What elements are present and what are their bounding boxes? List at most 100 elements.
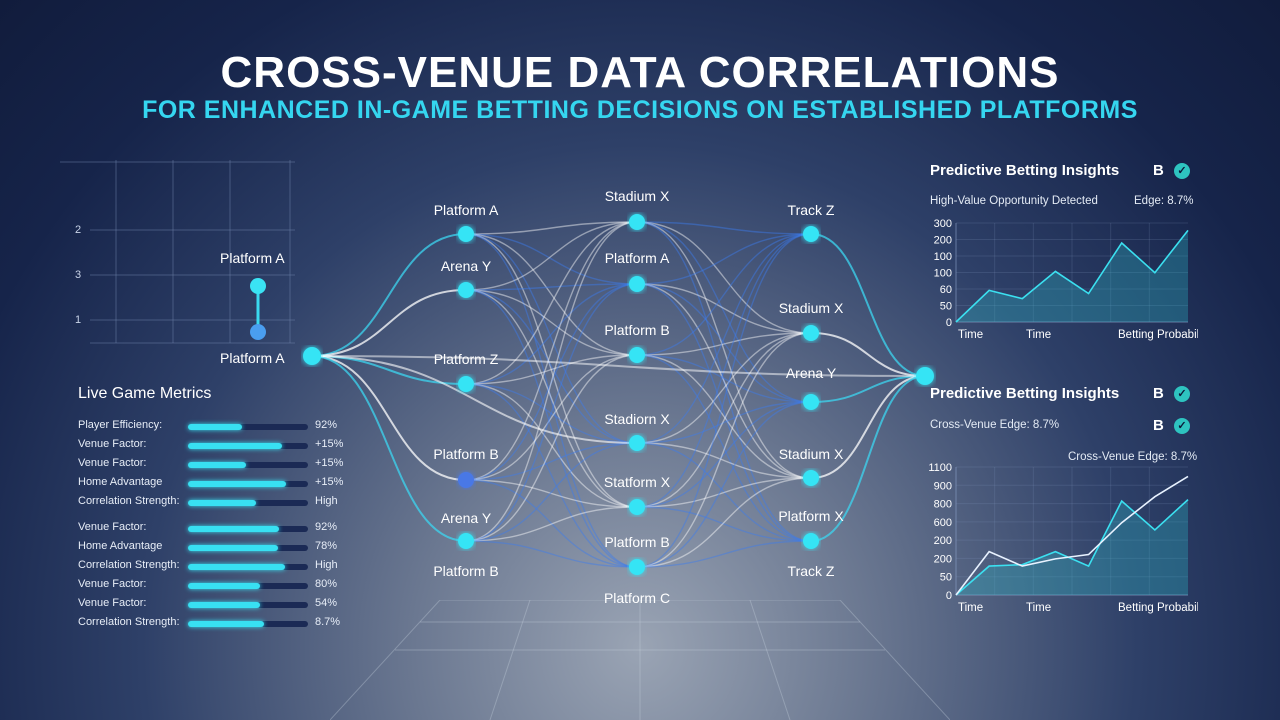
venue-node[interactable] [803, 533, 819, 549]
insights-panel-top: Predictive Betting Insights B ✓ High-Val… [928, 160, 1211, 350]
metric-bar-track [188, 481, 308, 487]
connection-line [636, 221, 812, 403]
area-chart-svg: 1100 900 800 600 200 200 50 0 Time Time Betting Pr… [928, 462, 1211, 614]
metric-value: 92% [315, 419, 338, 431]
metric-value: High [315, 495, 338, 507]
mini-node-top [250, 278, 266, 294]
venue-node[interactable] [629, 499, 645, 515]
connection-line [465, 233, 638, 285]
b-logo: B [1153, 162, 1164, 179]
y-tick-label: 1100 [928, 462, 952, 474]
venue-node[interactable] [629, 559, 645, 575]
connection-line [465, 479, 638, 508]
venue-node[interactable] [458, 226, 474, 242]
connection-line [636, 221, 812, 479]
metrics-title: Live Game Metrics [78, 385, 212, 402]
series-area [956, 230, 1188, 322]
connection-line [636, 354, 812, 403]
venue-label: Arena Y [785, 365, 837, 381]
metric-row: Home Advantage 78% [78, 540, 358, 559]
venue-node[interactable] [458, 282, 474, 298]
metric-row: Venue Factor: +15% [78, 438, 358, 457]
venue-node[interactable] [803, 470, 819, 486]
chart-edge-note: Cross-Venue Edge: 8.7% [1068, 451, 1198, 463]
x-axis-label: Time [958, 329, 983, 341]
connection-line [636, 283, 812, 479]
metric-bar-fill [188, 621, 264, 627]
venue-label: Platform X [778, 508, 844, 524]
metric-value: +15% [315, 457, 344, 469]
metric-bar-track [188, 443, 308, 449]
connection-line [636, 354, 812, 479]
venue-node[interactable] [629, 435, 645, 451]
y-tick-label: 600 [934, 517, 952, 529]
y-tick-label: 900 [934, 480, 952, 492]
metric-row: Venue Factor: 54% [78, 597, 358, 616]
connection-line [465, 221, 638, 291]
metric-value: 78% [315, 540, 338, 552]
connection-line [810, 332, 926, 377]
metric-row: Player Efficiency: 92% [78, 419, 358, 438]
metric-label: Correlation Strength: [78, 559, 180, 571]
metric-value: +15% [315, 438, 344, 450]
mini-top-label: Platform A [220, 250, 285, 266]
x-axis-label: Time [1026, 602, 1051, 614]
venue-label: Platform A [604, 250, 670, 266]
mini-ytick: 2 [75, 224, 82, 236]
hub-node-right[interactable] [916, 367, 934, 385]
connection-line [465, 383, 638, 508]
venue-node[interactable] [629, 214, 645, 230]
venue-node[interactable] [458, 533, 474, 549]
connection-line [636, 221, 812, 542]
series-area [956, 499, 1188, 595]
venue-node[interactable] [629, 347, 645, 363]
y-tick-label: 100 [934, 251, 952, 263]
metric-value: 92% [315, 521, 338, 533]
venue-node[interactable] [458, 376, 474, 392]
connection-line [311, 355, 467, 542]
venue-node[interactable] [803, 325, 819, 341]
panel-heading: Predictive Betting Insights [930, 385, 1120, 402]
connection-line [810, 375, 926, 542]
venue-node[interactable] [629, 276, 645, 292]
venue-label: Stadium X [604, 188, 670, 204]
cross-venue-note: Cross-Venue Edge: 8.7% [930, 419, 1060, 431]
metric-label: Correlation Strength: [78, 495, 180, 507]
area-chart-svg: 300 200 100 100 60 50 0 Time Time Betting Probabi… [934, 218, 1211, 341]
connection-line [465, 383, 638, 568]
floor-grid [330, 600, 950, 720]
venue-label: Stadium X [778, 446, 844, 462]
connection-line [636, 442, 812, 542]
venue-label: Arena Y [440, 258, 492, 274]
metric-bar-fill [188, 481, 287, 487]
top-chart: 300 200 100 100 60 50 0 Time Time Betting Probabi… [928, 215, 1211, 350]
metric-value: +15% [315, 476, 344, 488]
venue-label: Platform B [433, 563, 499, 579]
venue-node[interactable] [458, 472, 474, 488]
connection-line [636, 332, 812, 356]
metric-bar-track [188, 621, 308, 627]
venue-node[interactable] [803, 394, 819, 410]
metric-row: Venue Factor: 92% [78, 521, 358, 540]
venue-label: Platform B [604, 322, 670, 338]
connection-line [465, 383, 638, 444]
y-tick-label: 300 [934, 218, 952, 230]
connection-line [465, 221, 638, 235]
metric-label: Venue Factor: [78, 578, 147, 590]
connection-line [465, 233, 638, 568]
b-logo: B [1153, 417, 1164, 434]
opportunity-note: High-Value Opportunity Detected [930, 195, 1098, 207]
connection-line [810, 375, 926, 403]
connection-line [636, 354, 812, 542]
connection-line [636, 477, 812, 508]
connection-line [465, 233, 638, 508]
hub-node-left[interactable] [303, 347, 321, 365]
venue-label: Platform C [603, 590, 671, 606]
metric-bar-fill [188, 443, 282, 449]
panel-heading: Predictive Betting Insights [930, 162, 1120, 179]
venue-node[interactable] [803, 226, 819, 242]
venue-label: Track Z [787, 563, 835, 579]
metric-label: Venue Factor: [78, 597, 147, 609]
connection-line [465, 283, 638, 542]
